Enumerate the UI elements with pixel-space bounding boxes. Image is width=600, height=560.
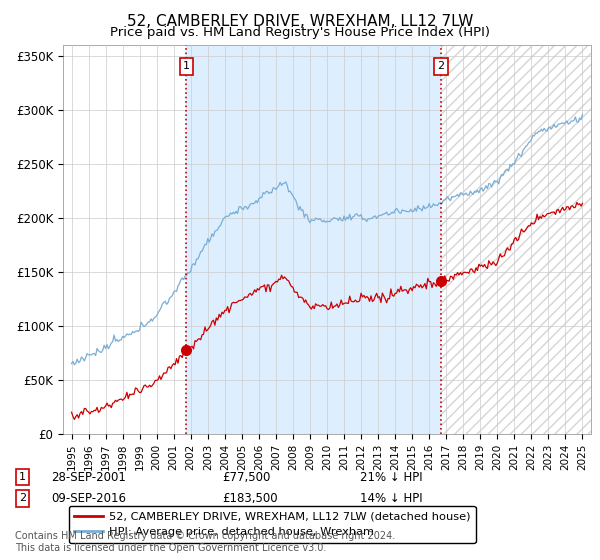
Text: 2: 2	[437, 62, 445, 72]
Legend: 52, CAMBERLEY DRIVE, WREXHAM, LL12 7LW (detached house), HPI: Average price, det: 52, CAMBERLEY DRIVE, WREXHAM, LL12 7LW (…	[68, 506, 476, 543]
Text: 1: 1	[19, 472, 26, 482]
Text: 1: 1	[183, 62, 190, 72]
Text: 09-SEP-2016: 09-SEP-2016	[51, 492, 126, 505]
Text: 28-SEP-2001: 28-SEP-2001	[51, 470, 126, 484]
Text: £77,500: £77,500	[222, 470, 271, 484]
Text: 14% ↓ HPI: 14% ↓ HPI	[360, 492, 422, 505]
Text: 52, CAMBERLEY DRIVE, WREXHAM, LL12 7LW: 52, CAMBERLEY DRIVE, WREXHAM, LL12 7LW	[127, 14, 473, 29]
Text: Price paid vs. HM Land Registry's House Price Index (HPI): Price paid vs. HM Land Registry's House …	[110, 26, 490, 39]
Bar	[441, 45, 591, 434]
Bar	[187, 45, 441, 434]
Text: Contains HM Land Registry data © Crown copyright and database right 2024.
This d: Contains HM Land Registry data © Crown c…	[15, 531, 395, 553]
Text: £183,500: £183,500	[222, 492, 278, 505]
Bar	[441, 45, 591, 434]
Text: 21% ↓ HPI: 21% ↓ HPI	[360, 470, 422, 484]
Text: 2: 2	[19, 493, 26, 503]
